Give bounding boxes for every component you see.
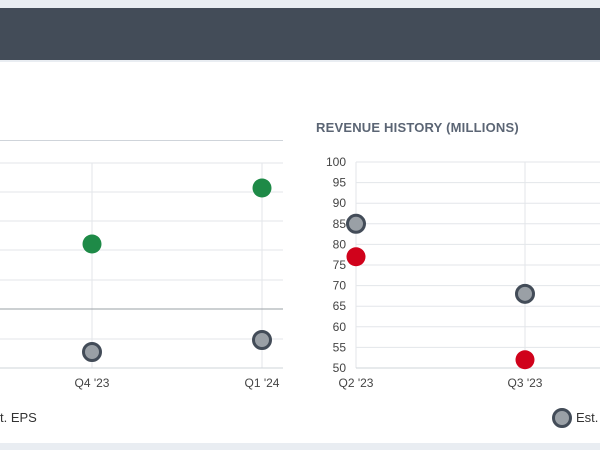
left-estimate-point [252,330,272,350]
bottom-strip [0,443,600,450]
right-actual-point [346,247,366,267]
right-y-tick-label: 100 [326,155,346,169]
left-x-tick-label: Q1 '24 [245,376,280,390]
right-y-tick-label: 55 [333,340,347,354]
right-y-tick-label: 95 [333,176,347,190]
right-estimate-point [515,283,535,304]
right-x-tick-label: Q3 '23 [508,376,543,390]
left-chart-title-rule [0,140,283,141]
right-y-tick-label: 50 [333,361,347,375]
right-actual-point [515,350,535,370]
right-y-tick-label: 65 [333,299,347,313]
left-x-tick-label: Q4 '23 [75,376,110,390]
right-estimate-point [346,213,366,234]
right-legend-estimate-marker [552,408,572,428]
left-estimate-point [82,342,102,362]
right-y-tick-label: 80 [333,237,347,251]
left-actual-point [252,178,272,198]
right-y-tick-label: 85 [333,217,347,231]
revenue-history-title: REVENUE HISTORY (MILLIONS) [316,120,519,135]
right-y-tick-label: 70 [333,279,347,293]
left-legend-label: t. EPS [0,410,37,425]
content-panel [0,62,600,443]
right-y-tick-label: 60 [333,320,347,334]
right-y-tick-label: 90 [333,196,347,210]
top-header-bar [0,8,600,60]
right-x-tick-label: Q2 '23 [339,376,374,390]
right-legend-label: Est. I [576,410,600,425]
right-y-tick-label: 75 [333,258,347,272]
left-actual-point [82,234,102,254]
